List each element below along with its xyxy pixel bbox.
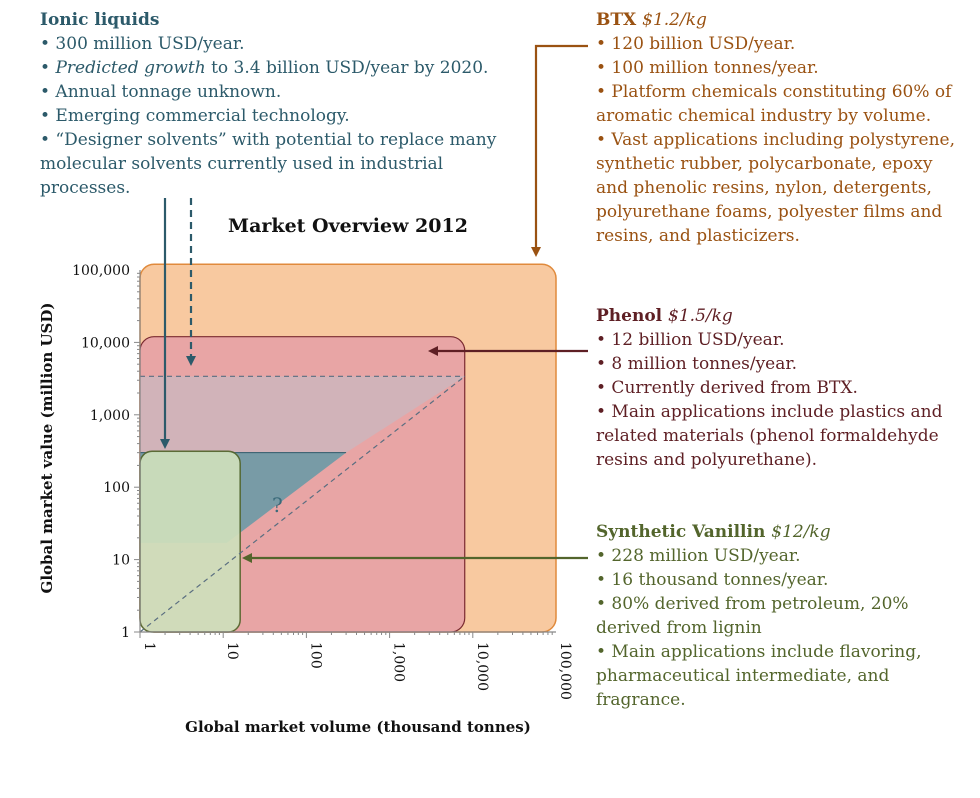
y-tick-label: 10 <box>112 553 130 569</box>
phenol-info: Phenol $1.5/kg • 12 billion USD/year. • … <box>596 304 942 472</box>
btx-line: synthetic rubber, polycarbonate, epoxy <box>596 154 933 174</box>
phenol-line: related materials (phenol formaldehyde <box>596 426 939 446</box>
x-axis-label: Global market volume (thousand tonnes) <box>185 718 531 736</box>
phenol-heading: Phenol $1.5/kg <box>596 304 942 328</box>
ionic-value: • 300 million USD/year. <box>40 34 245 54</box>
x-tick-label: 100,000 <box>557 642 573 700</box>
vanillin-info: Synthetic Vanillin $12/kg • 228 million … <box>596 520 922 712</box>
chart-title: Market Overview 2012 <box>228 215 468 237</box>
vanillin-line: pharmaceutical intermediate, and <box>596 666 890 686</box>
btx-line: resins, and plasticizers. <box>596 226 800 246</box>
phenol-price: $1.5/kg <box>668 306 733 326</box>
btx-line: polyurethane foams, polyester films and <box>596 202 943 222</box>
y-axis-label: Global market value (million USD) <box>38 303 56 594</box>
x-tick-label: 1 <box>141 642 157 651</box>
vanillin-heading: Synthetic Vanillin $12/kg <box>596 520 922 544</box>
phenol-line: • 8 million tonnes/year. <box>596 354 798 374</box>
phenol-line: • Main applications include plastics and <box>596 402 943 422</box>
ionic-forecast-area <box>140 376 465 453</box>
vanillin-price: $12/kg <box>771 522 831 542</box>
ionic-diagonal-line <box>139 375 466 633</box>
vanillin-line: derived from lignin <box>596 618 762 638</box>
btx-title: BTX <box>596 10 637 30</box>
ionic-growth: • Predicted growth to 3.4 billion USD/ye… <box>40 58 489 78</box>
phenol-line: • Currently derived from BTX. <box>596 378 858 398</box>
y-tick-label: 1 <box>121 625 130 641</box>
unknown-volume-mark: ? <box>272 493 283 517</box>
btx-price: $1.2/kg <box>642 10 707 30</box>
ionic-liquids-title: Ionic liquids <box>40 10 160 30</box>
phenol-title: Phenol <box>596 306 663 326</box>
y-tick-label: 1,000 <box>90 408 130 424</box>
btx-line: • Platform chemicals constituting 60% of <box>596 82 952 102</box>
y-tick-label: 100,000 <box>72 263 130 279</box>
phenol-line: • 12 billion USD/year. <box>596 330 785 350</box>
y-tick-label: 100 <box>103 480 130 496</box>
btx-line: • 120 billion USD/year. <box>596 34 796 54</box>
ionic-tonnage: • Annual tonnage unknown. <box>40 82 282 102</box>
btx-line: and phenolic resins, nylon, detergents, <box>596 178 932 198</box>
vanillin-line: • 16 thousand tonnes/year. <box>596 570 829 590</box>
ionic-liquids-info: Ionic liquids • 300 million USD/year. • … <box>40 8 496 200</box>
btx-line: • 100 million tonnes/year. <box>596 58 819 78</box>
ionic-solvents-2: molecular solvents currently used in ind… <box>40 154 444 174</box>
vanillin-line: • Main applications include flavoring, <box>596 642 922 662</box>
btx-info: BTX $1.2/kg • 120 billion USD/year. • 10… <box>596 8 955 248</box>
ionic-growth-text: to 3.4 billion USD/year by 2020. <box>205 58 489 78</box>
x-tick-label: 10 <box>224 642 240 660</box>
x-tick-label: 10,000 <box>474 642 490 691</box>
vanillin-area <box>139 450 241 633</box>
vanillin-line: • 80% derived from petroleum, 20% <box>596 594 909 614</box>
ionic-solvents-1: • “Designer solvents” with potential to … <box>40 130 497 150</box>
x-tick-label: 1,000 <box>391 642 407 682</box>
phenol-line: resins and polyurethane). <box>596 450 818 470</box>
ionic-growth-label: Predicted growth <box>55 58 206 78</box>
vanillin-line: • 228 million USD/year. <box>596 546 801 566</box>
btx-arrow <box>531 44 588 257</box>
btx-heading: BTX $1.2/kg <box>596 8 955 32</box>
y-tick-label: 10,000 <box>81 335 130 351</box>
x-tick-label: 100 <box>307 642 323 669</box>
btx-line: • Vast applications including polystyren… <box>596 130 956 150</box>
ionic-solvents-3: processes. <box>40 178 131 198</box>
vanillin-line: fragrance. <box>596 690 686 710</box>
ionic-technology: • Emerging commercial technology. <box>40 106 350 126</box>
btx-line: aromatic chemical industry by volume. <box>596 106 932 126</box>
vanillin-title: Synthetic Vanillin <box>596 522 766 542</box>
